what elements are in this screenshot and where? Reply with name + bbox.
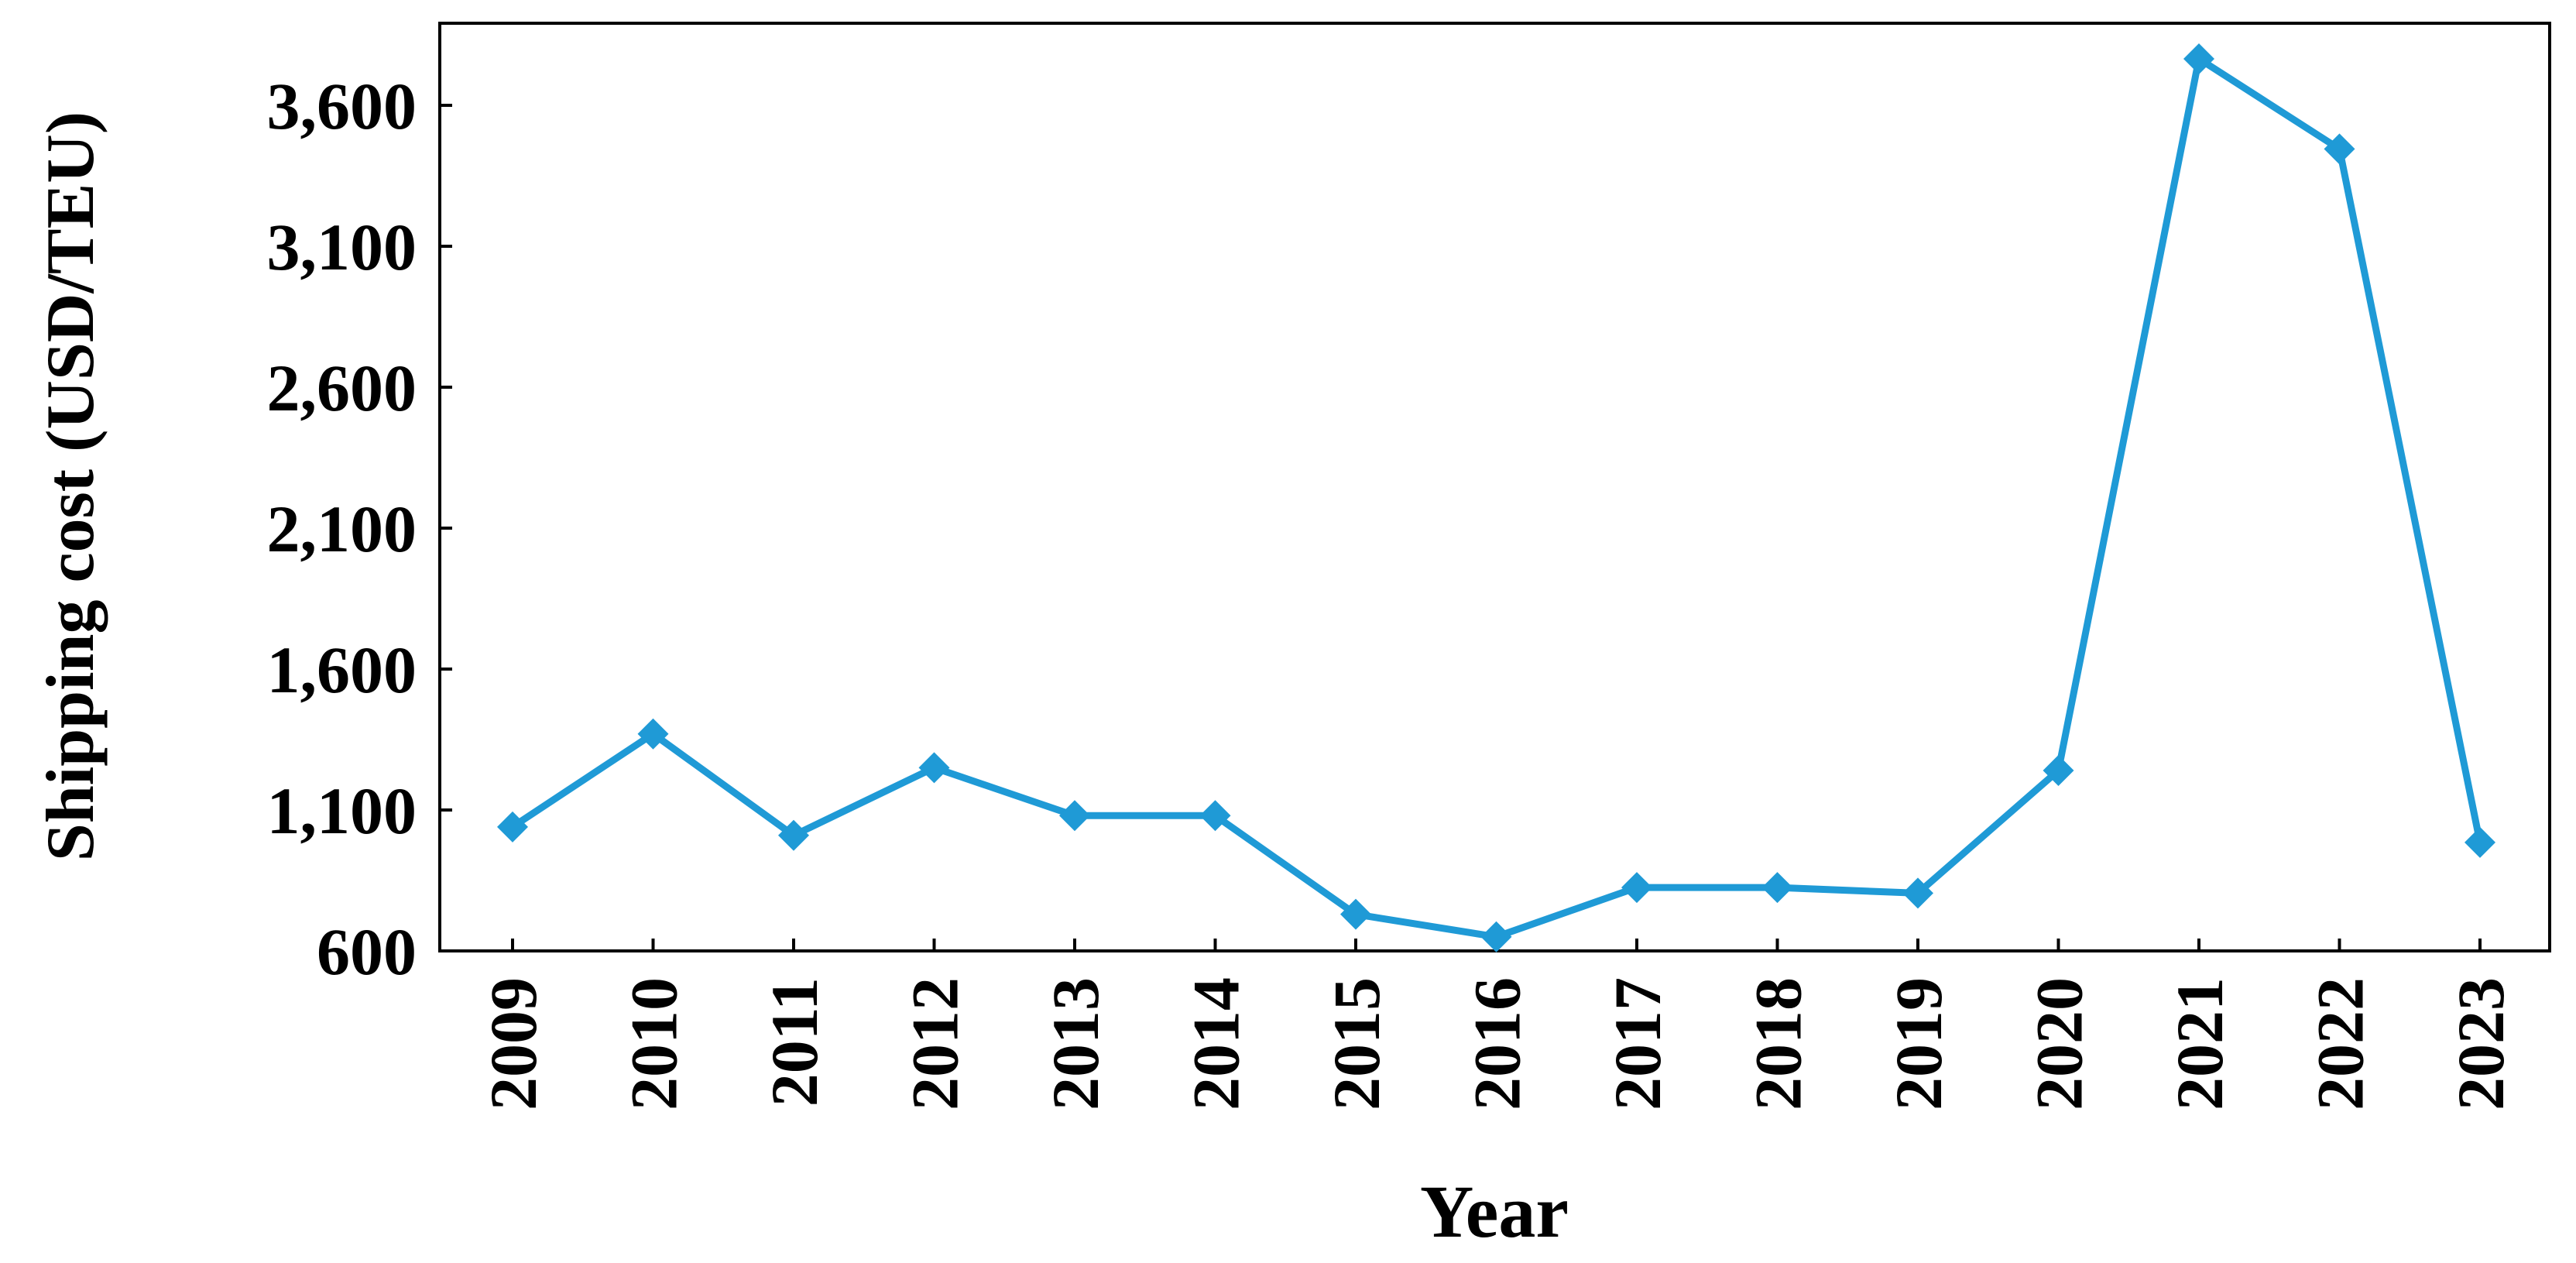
- x-tick-label: 2022: [2303, 977, 2378, 1110]
- x-tick-label: 2020: [2022, 977, 2097, 1110]
- data-point-marker: [1340, 898, 1371, 930]
- data-point-marker: [1761, 872, 1793, 904]
- y-tick-label: 3,100: [267, 210, 417, 284]
- data-point-marker: [1199, 800, 1231, 832]
- data-point-marker: [2043, 755, 2074, 787]
- data-point-marker: [918, 752, 950, 784]
- data-point-marker: [2324, 133, 2355, 165]
- data-point-marker: [1902, 877, 1933, 909]
- x-tick-label: 2019: [1881, 977, 1956, 1110]
- data-point-marker: [1621, 872, 1652, 904]
- x-tick-label: 2009: [476, 977, 551, 1110]
- y-tick-label: 1,100: [267, 774, 417, 848]
- x-tick-label: 2015: [1319, 977, 1394, 1110]
- x-tick-label: 2016: [1460, 977, 1535, 1110]
- x-tick-label: 2018: [1741, 977, 1816, 1110]
- data-point-marker: [637, 718, 669, 750]
- x-tick-label: 2011: [757, 977, 832, 1107]
- y-tick-label: 2,100: [267, 492, 417, 566]
- x-tick-label: 2010: [617, 977, 691, 1110]
- y-tick-label: 1,600: [267, 633, 417, 707]
- data-point-marker: [1059, 800, 1090, 832]
- x-tick-label: 2013: [1038, 977, 1113, 1110]
- x-tick-label: 2021: [2163, 977, 2237, 1110]
- x-tick-label: 2017: [1600, 977, 1675, 1110]
- y-axis: 600 1,100 1,600 2,100 2,600 3,100 3,600: [267, 69, 452, 989]
- data-point-marker: [1480, 921, 1512, 952]
- data-point-marker: [2465, 826, 2495, 858]
- series-markers: [497, 43, 2495, 952]
- y-tick-label: 3,600: [267, 69, 417, 143]
- data-point-marker: [778, 819, 809, 851]
- x-tick-label: 2014: [1179, 977, 1254, 1110]
- x-axis: 2009 2010 2011 2012 2013 2014 2015 2016 2017 2018…: [476, 939, 2518, 1110]
- data-point-marker: [2183, 43, 2214, 74]
- data-point-marker: [497, 811, 528, 843]
- x-axis-title: Year: [1420, 1170, 1569, 1253]
- x-tick-label: 2023: [2444, 977, 2518, 1110]
- y-tick-label: 600: [317, 915, 417, 989]
- y-axis-title: Shipping cost (USD/TEU): [33, 112, 108, 861]
- series-line: [510, 55, 2484, 941]
- x-tick-label: 2012: [898, 977, 972, 1110]
- y-tick-label: 2,600: [267, 351, 417, 425]
